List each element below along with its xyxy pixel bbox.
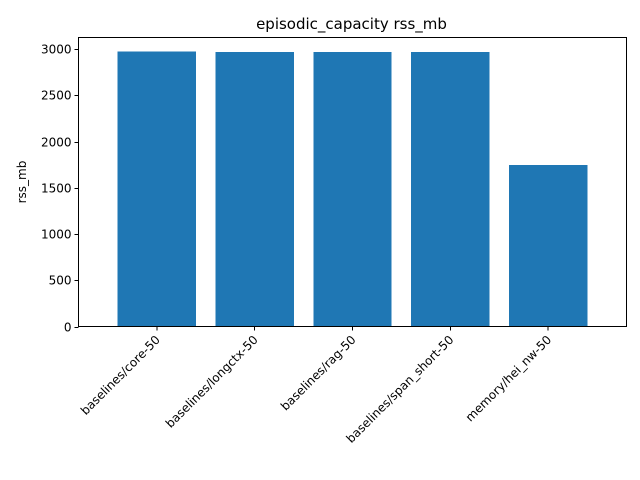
y-tick-label-6: 3000 [41,43,72,57]
bar-2 [313,52,392,327]
bar-0 [117,51,196,327]
bar-4 [509,165,588,327]
bars-group [117,51,588,327]
y-axis: 0 500 1000 1500 2000 2500 3000 [41,43,79,335]
y-tick-label-2: 1000 [41,228,72,242]
x-tick-label-2: baselines/rag-50 [278,333,359,414]
bar-3 [411,52,490,327]
y-tick-label-1: 500 [49,274,72,288]
plot-frame [78,37,627,327]
y-axis-label: rss_mb [15,161,29,204]
x-tick-label-1: baselines/longctx-50 [163,333,261,431]
y-tick-label-5: 2500 [41,89,72,103]
y-tick-label-0: 0 [64,321,72,335]
x-tick-label-3: baselines/span_short-50 [343,333,456,446]
bar-1 [215,52,294,327]
x-tick-label-0: baselines/core-50 [78,333,163,418]
y-tick-label-3: 1500 [41,182,72,196]
x-axis: baselines/core-50 baselines/longctx-50 bas… [78,326,555,446]
y-tick-label-4: 2000 [41,136,72,150]
chart-title: episodic_capacity rss_mb [256,15,447,34]
x-tick-label-4: memory/hei_nw-50 [463,333,555,425]
